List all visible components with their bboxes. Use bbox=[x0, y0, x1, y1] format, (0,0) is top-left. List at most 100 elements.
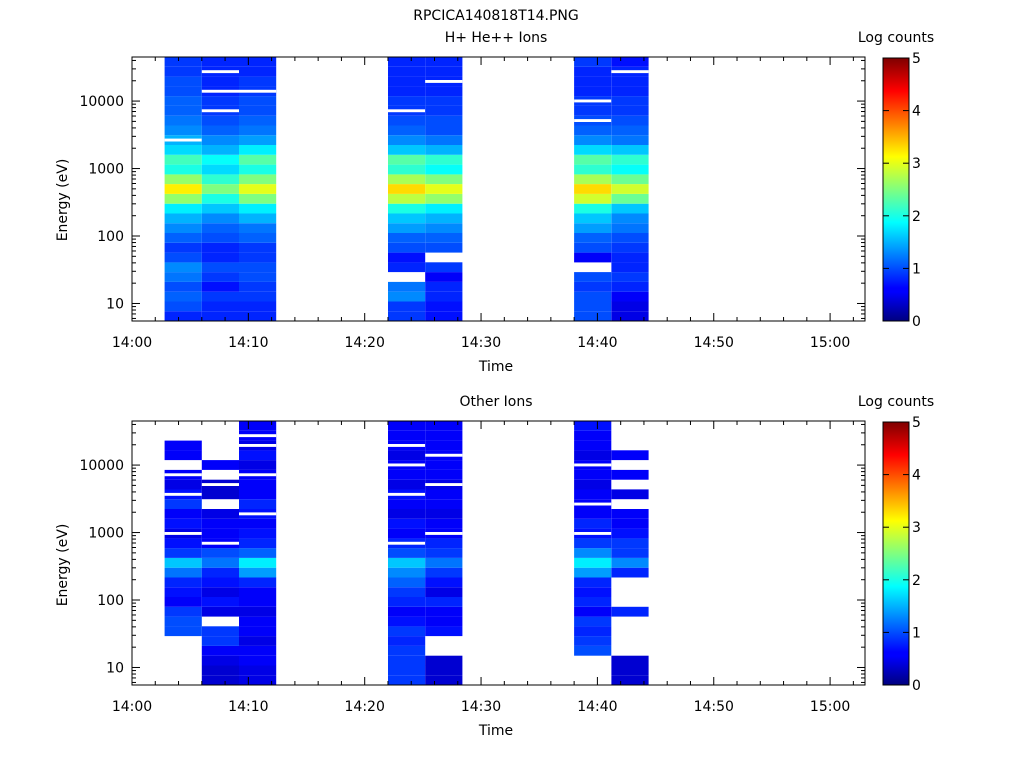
heatmap-cell bbox=[425, 105, 463, 116]
heatmap-cell bbox=[239, 655, 277, 666]
colorbar bbox=[882, 421, 910, 686]
heatmap-gap bbox=[201, 541, 239, 545]
heatmap-cell bbox=[239, 597, 277, 607]
heatmap-cell bbox=[425, 460, 463, 470]
heatmap-cell bbox=[388, 499, 426, 509]
heatmap-cell bbox=[425, 675, 463, 685]
heatmap-cell bbox=[239, 76, 277, 87]
y-tick-label: 1000 bbox=[88, 162, 124, 178]
heatmap-cell bbox=[388, 675, 426, 685]
heatmap-cell bbox=[239, 577, 277, 588]
heatmap-cell bbox=[239, 96, 277, 106]
heatmap-cell bbox=[425, 587, 463, 597]
heatmap-cell bbox=[388, 184, 426, 194]
heatmap-cell bbox=[611, 291, 649, 302]
heatmap-cell bbox=[574, 479, 612, 490]
heatmap-cell bbox=[425, 57, 463, 67]
heatmap-cell bbox=[388, 164, 426, 175]
heatmap-cell bbox=[201, 587, 239, 597]
heatmap-cell bbox=[164, 233, 202, 243]
heatmap-cell bbox=[201, 203, 239, 214]
heatmap-cell bbox=[425, 509, 463, 519]
heatmap-cell bbox=[239, 421, 277, 431]
heatmap-cell bbox=[201, 154, 239, 165]
heatmap-cell bbox=[239, 135, 277, 145]
panel-title: Other Ions bbox=[459, 394, 532, 410]
heatmap-cell bbox=[611, 76, 649, 87]
heatmap-cell bbox=[425, 430, 463, 441]
heatmap-cell bbox=[164, 311, 202, 321]
heatmap-cell bbox=[425, 291, 463, 302]
heatmap-cell bbox=[425, 557, 463, 568]
colorbar-tick-label: 5 bbox=[912, 51, 921, 67]
heatmap-cell bbox=[164, 301, 202, 312]
heatmap-cell bbox=[388, 479, 426, 490]
heatmap-cell bbox=[239, 450, 277, 461]
heatmap-cell bbox=[574, 538, 612, 549]
heatmap-cell bbox=[388, 528, 426, 539]
heatmap-gap bbox=[388, 492, 426, 496]
heatmap-cell bbox=[388, 223, 426, 233]
heatmap-cell bbox=[388, 665, 426, 676]
heatmap-gap bbox=[164, 138, 202, 142]
heatmap-cell bbox=[164, 76, 202, 87]
heatmap-cell bbox=[201, 125, 239, 136]
heatmap-cell bbox=[574, 145, 612, 155]
colorbar-tick-label: 5 bbox=[912, 415, 921, 431]
heatmap-cells bbox=[164, 57, 649, 321]
heatmap-cell bbox=[574, 567, 612, 578]
heatmap-cell bbox=[388, 86, 426, 97]
heatmap-cell bbox=[239, 499, 277, 509]
heatmap-cell bbox=[164, 252, 202, 263]
heatmap-cell bbox=[164, 548, 202, 558]
heatmap-cell bbox=[164, 223, 202, 233]
heatmap-gap bbox=[164, 532, 202, 535]
heatmap-cell bbox=[388, 645, 426, 656]
heatmap-cell bbox=[425, 233, 463, 243]
heatmap-cell bbox=[388, 548, 426, 558]
heatmap-cell bbox=[239, 272, 277, 282]
heatmap-cell bbox=[239, 213, 277, 224]
heatmap-cell bbox=[164, 184, 202, 194]
heatmap-cell bbox=[201, 597, 239, 607]
heatmap-cell bbox=[201, 567, 239, 578]
heatmap-cell bbox=[239, 567, 277, 578]
heatmap-cell bbox=[388, 626, 426, 637]
heatmap-cell bbox=[388, 174, 426, 185]
heatmap-gap bbox=[201, 483, 239, 486]
heatmap-cell bbox=[425, 281, 463, 292]
heatmap-cell bbox=[201, 174, 239, 185]
heatmap-cell bbox=[574, 223, 612, 233]
heatmap-cells bbox=[164, 421, 649, 685]
heatmap-cell bbox=[611, 203, 649, 214]
heatmap-cell bbox=[425, 164, 463, 175]
heatmap-cell bbox=[201, 557, 239, 568]
heatmap-cell bbox=[164, 154, 202, 165]
heatmap-cell bbox=[425, 242, 463, 253]
heatmap-gap bbox=[388, 444, 426, 447]
heatmap-cell bbox=[611, 489, 649, 500]
colorbar-label: Log counts bbox=[858, 30, 934, 46]
heatmap-cell bbox=[239, 66, 277, 77]
heatmap-cell bbox=[388, 262, 426, 273]
heatmap-cell bbox=[388, 96, 426, 106]
heatmap-cell bbox=[164, 242, 202, 253]
heatmap-cell bbox=[574, 489, 612, 500]
heatmap-cell bbox=[388, 557, 426, 568]
heatmap-cell bbox=[425, 213, 463, 224]
y-tick-label: 1000 bbox=[88, 526, 124, 542]
heatmap-cell bbox=[239, 203, 277, 214]
heatmap-cell bbox=[574, 626, 612, 637]
heatmap-cell bbox=[239, 242, 277, 253]
heatmap-cell bbox=[164, 281, 202, 292]
y-tick-label: 10 bbox=[106, 296, 124, 312]
heatmap-cell bbox=[425, 193, 463, 204]
heatmap-cell bbox=[239, 105, 277, 116]
heatmap-gap bbox=[201, 70, 239, 74]
heatmap-cell bbox=[425, 421, 463, 431]
heatmap-cell bbox=[611, 528, 649, 539]
heatmap-cell bbox=[164, 616, 202, 627]
heatmap-cell bbox=[388, 587, 426, 597]
colorbar-ticks: 0 1 2 3 4 5 bbox=[883, 415, 921, 694]
x-tick-label: 14:40 bbox=[577, 699, 617, 715]
